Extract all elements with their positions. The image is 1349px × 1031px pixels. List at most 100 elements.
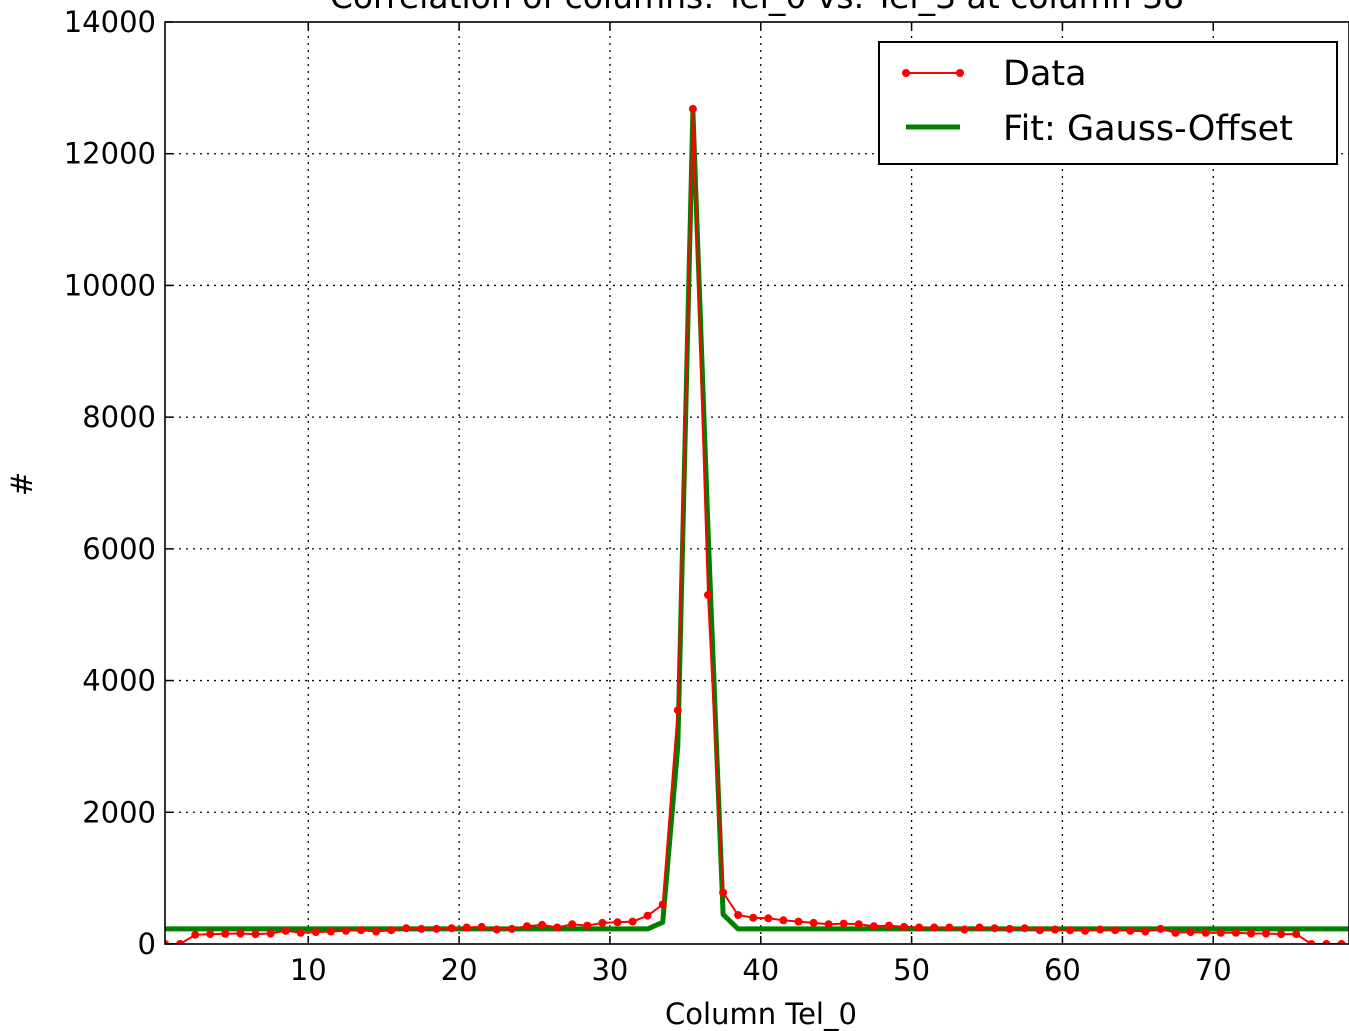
- y-tick-label: 8000: [82, 400, 156, 434]
- data-point: [523, 922, 531, 931]
- data-point: [930, 923, 939, 932]
- data-point: [417, 924, 426, 933]
- data-point: [1005, 924, 1014, 933]
- x-tick-label: 60: [1044, 953, 1081, 987]
- data-point: [1035, 926, 1044, 935]
- data-point: [553, 923, 562, 932]
- legend: Data Fit: Gauss-Offset: [878, 41, 1338, 165]
- data-point: [960, 925, 969, 934]
- data-point: [900, 922, 909, 931]
- data-point: [1262, 929, 1270, 938]
- plot-frame: [164, 21, 1349, 945]
- data-point: [658, 900, 667, 909]
- data-point: [1050, 925, 1059, 934]
- data-point: [165, 940, 169, 944]
- data-point: [236, 929, 245, 938]
- data-point: [734, 911, 743, 919]
- data-point: [492, 925, 501, 934]
- data-point: [1307, 940, 1316, 944]
- x-tick-label: 20: [441, 953, 478, 987]
- data-point: [342, 926, 350, 935]
- data-point: [507, 924, 516, 933]
- data-point: [1231, 928, 1240, 937]
- data-point: [1186, 928, 1195, 937]
- data-point: [432, 924, 441, 933]
- data-point: [1096, 925, 1105, 934]
- data-point: [613, 918, 622, 927]
- data-point: [628, 917, 637, 926]
- y-tick-label: 2000: [82, 795, 156, 829]
- data-point: [764, 914, 773, 923]
- data-point: [447, 924, 456, 933]
- data-point: [583, 921, 592, 930]
- y-tick-label: 4000: [82, 664, 156, 698]
- chart-title: Correlation of columns: Tel_0 vs. Tel_3 …: [330, 0, 1184, 16]
- y-tick-label: 0: [138, 927, 156, 961]
- data-point: [1156, 924, 1165, 933]
- y-tick-label: 6000: [82, 532, 156, 566]
- data-point: [538, 920, 547, 929]
- data-point: [824, 920, 833, 929]
- data-point: [1292, 930, 1301, 939]
- legend-data-marker: [902, 69, 910, 77]
- data-point: [387, 926, 396, 935]
- data-point: [719, 888, 728, 897]
- data-point: [1066, 926, 1074, 935]
- data-point: [176, 940, 185, 944]
- data-point: [869, 922, 878, 931]
- data-point: [281, 926, 290, 935]
- ticks: 10 20 30 40 50 60 70 0 2000 4000 6000 8000 10000 1200…: [64, 5, 1232, 987]
- data-point: [749, 913, 758, 922]
- x-tick-label: 40: [742, 953, 779, 987]
- data-point: [673, 706, 682, 715]
- data-series-line: [165, 108, 1342, 944]
- data-point: [945, 923, 954, 932]
- data-point: [704, 591, 712, 599]
- data-point: [326, 927, 335, 936]
- data-point: [1171, 928, 1180, 937]
- data-point: [794, 917, 803, 926]
- legend-fit-label: Fit: Gauss-Offset: [1003, 109, 1293, 149]
- data-point: [1111, 926, 1120, 935]
- data-point: [251, 930, 260, 939]
- data-point: [975, 923, 984, 932]
- y-tick-label: 12000: [64, 137, 156, 171]
- data-point: [915, 923, 924, 932]
- data-point: [357, 926, 366, 935]
- y-tick-label: 14000: [64, 5, 156, 39]
- data-point: [206, 930, 215, 939]
- data-point: [1277, 930, 1286, 939]
- data-point: [839, 919, 848, 928]
- legend-data-label: Data: [1003, 54, 1087, 94]
- legend-data-marker: [956, 69, 964, 77]
- fit-series-line: [165, 108, 1349, 932]
- data-point: [1247, 929, 1255, 938]
- data-point: [688, 104, 697, 113]
- series-layer: [165, 104, 1349, 944]
- data-point: [1322, 940, 1331, 944]
- data-point: [1201, 928, 1210, 937]
- data-point: [1337, 940, 1346, 944]
- x-tick-label: 50: [893, 953, 930, 987]
- data-point: [990, 924, 999, 933]
- data-point: [191, 930, 200, 939]
- data-point: [568, 920, 577, 929]
- data-point: [296, 928, 305, 937]
- data-point: [477, 922, 486, 931]
- y-axis-label: #: [5, 472, 39, 496]
- data-point: [462, 923, 471, 932]
- data-point: [221, 929, 230, 938]
- data-point: [1081, 926, 1090, 935]
- x-tick-label: 70: [1195, 953, 1232, 987]
- data-point: [779, 916, 788, 925]
- data-point: [311, 928, 320, 937]
- x-tick-label: 10: [290, 953, 327, 987]
- legend-box: [878, 41, 1338, 165]
- data-point: [266, 929, 275, 938]
- data-point: [598, 918, 607, 927]
- y-tick-label: 10000: [64, 268, 156, 302]
- data-point: [372, 927, 381, 936]
- x-axis-label: Column Tel_0: [665, 997, 857, 1031]
- data-point: [1216, 928, 1225, 937]
